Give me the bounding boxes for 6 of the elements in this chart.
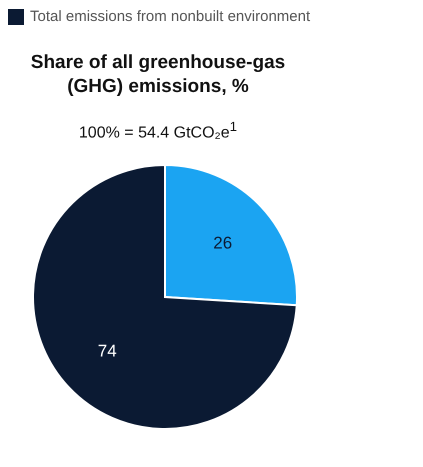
text: 100% = 54.4 GtCO₂e$^{1}$ — [78, 119, 238, 142]
text: Share of all greenhouse-gas (GHG) emissions, % — [30, 51, 286, 99]
data-label: 26 — [213, 234, 232, 253]
pie-slice — [32, 164, 298, 430]
legend-label: Total emissions from nonbuilt environment — [30, 8, 310, 25]
data-label: 74 — [98, 342, 117, 362]
